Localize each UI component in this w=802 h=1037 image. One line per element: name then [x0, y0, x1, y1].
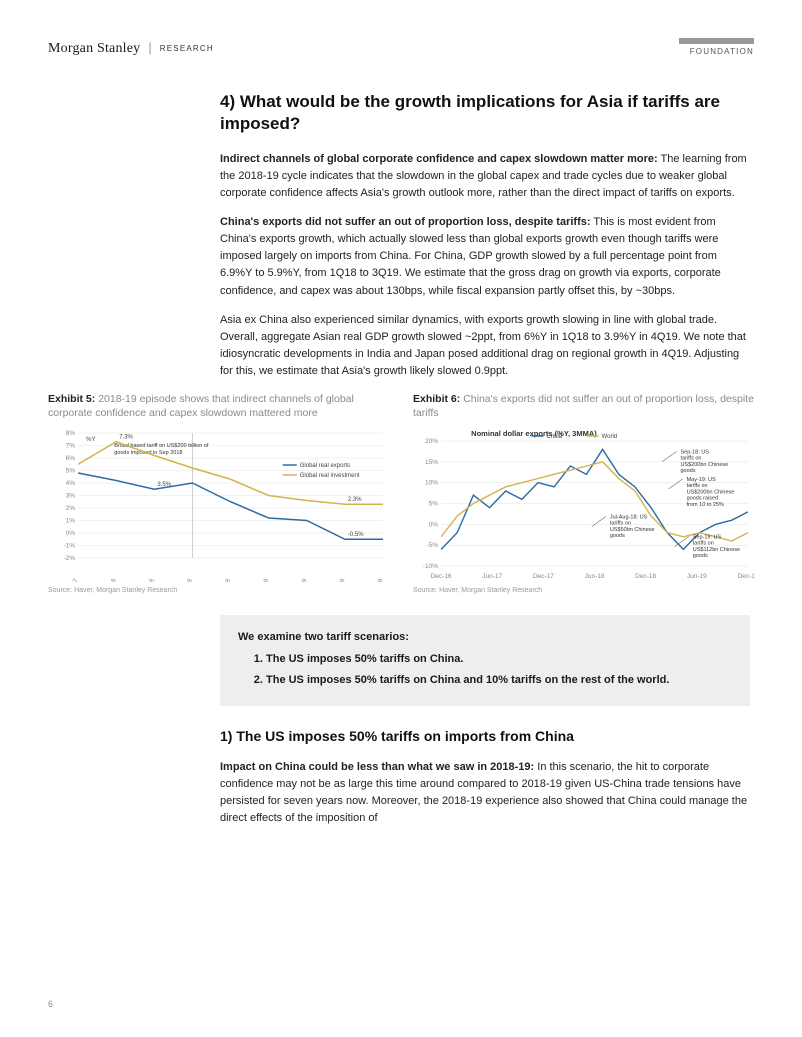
paragraph-4: Impact on China could be less than what … — [220, 759, 750, 827]
exhibit-5-num: Exhibit 5: — [48, 393, 95, 405]
exhibit-6-num: Exhibit 6: — [413, 393, 460, 405]
brand-subtitle: RESEARCH — [160, 43, 214, 55]
svg-text:tariffs on: tariffs on — [680, 456, 701, 462]
exhibit-6-source: Source: Haver, Morgan Stanley Research — [413, 586, 754, 597]
svg-text:1%: 1% — [66, 518, 76, 525]
svg-text:China: China — [546, 434, 562, 440]
svg-text:2.3%: 2.3% — [348, 497, 362, 503]
svg-text:-10%: -10% — [423, 563, 438, 570]
svg-text:Global real investment: Global real investment — [300, 473, 360, 479]
svg-text:US$112bn Chinese: US$112bn Chinese — [693, 547, 740, 553]
svg-text:Global real exports: Global real exports — [300, 463, 350, 469]
svg-text:US$200bn Chinese: US$200bn Chinese — [680, 462, 728, 468]
svg-text:US$50bn Chinese: US$50bn Chinese — [610, 527, 655, 533]
svg-text:Sep/18: Sep/18 — [179, 578, 194, 582]
main-content: 4) What would be the growth implications… — [220, 91, 750, 380]
svg-text:Dec/19: Dec/19 — [370, 578, 385, 582]
svg-text:Jun-19: Jun-19 — [687, 573, 707, 580]
svg-text:4%: 4% — [66, 480, 76, 487]
brand-name: Morgan Stanley — [48, 38, 140, 59]
scenario-lead: We examine two tariff scenarios: — [238, 629, 732, 646]
paragraph-1: Indirect channels of global corporate co… — [220, 151, 750, 202]
svg-text:Dec/17: Dec/17 — [65, 578, 80, 582]
svg-text:tariffs on: tariffs on — [610, 521, 631, 527]
svg-text:6%: 6% — [66, 455, 76, 462]
svg-text:5%: 5% — [429, 501, 439, 508]
svg-text:-0.5%: -0.5% — [348, 532, 364, 538]
svg-text:Sep-19: US: Sep-19: US — [693, 535, 722, 541]
para4-lead: Impact on China could be less than what … — [220, 761, 534, 773]
svg-text:-5%: -5% — [426, 542, 438, 549]
exhibit-6: Exhibit 6: China's exports did not suffe… — [413, 392, 754, 597]
svg-text:May-19: US: May-19: US — [687, 477, 716, 483]
svg-text:3.5%: 3.5% — [157, 482, 171, 488]
svg-text:2%: 2% — [66, 505, 76, 512]
svg-text:Jun/19: Jun/19 — [294, 578, 309, 582]
svg-text:Sep-18: US: Sep-18: US — [680, 450, 709, 456]
svg-text:Jun-18: Jun-18 — [585, 573, 605, 580]
svg-text:goods: goods — [680, 468, 695, 474]
foundation-text: FOUNDATION — [679, 46, 754, 58]
exhibits-row: Exhibit 5: 2018-19 episode shows that in… — [48, 392, 754, 597]
svg-text:7%: 7% — [66, 443, 76, 450]
exhibit-5: Exhibit 5: 2018-19 episode shows that in… — [48, 392, 389, 597]
paragraph-3: Asia ex China also experienced similar d… — [220, 312, 750, 380]
foundation-bar — [679, 38, 754, 44]
svg-text:Jul-Aug-18: US: Jul-Aug-18: US — [610, 515, 648, 521]
svg-text:goods raised: goods raised — [687, 496, 719, 502]
svg-text:Dec/18: Dec/18 — [217, 578, 232, 582]
svg-text:tariffs on: tariffs on — [693, 541, 714, 547]
svg-text:8%: 8% — [66, 430, 76, 437]
svg-text:World: World — [602, 434, 618, 440]
svg-text:%Y: %Y — [86, 437, 95, 443]
paragraph-2: China's exports did not suffer an out of… — [220, 214, 750, 299]
para1-lead: Indirect channels of global corporate co… — [220, 153, 658, 165]
svg-text:from 10 to 25%: from 10 to 25% — [687, 502, 724, 508]
svg-text:Dec-19: Dec-19 — [737, 573, 754, 580]
scenario-item-2: The US imposes 50% tariffs on China and … — [266, 672, 732, 689]
svg-text:Mar/18: Mar/18 — [103, 578, 118, 582]
scenario-list: The US imposes 50% tariffs on China. The… — [266, 651, 732, 688]
page-number: 6 — [48, 998, 53, 1012]
svg-text:Dec-18: Dec-18 — [635, 573, 656, 580]
svg-text:3%: 3% — [66, 493, 76, 500]
svg-text:Sep/19: Sep/19 — [332, 578, 347, 582]
svg-text:0%: 0% — [66, 530, 76, 537]
svg-text:5%: 5% — [66, 468, 76, 475]
svg-text:7.3%: 7.3% — [119, 435, 133, 441]
svg-text:10%: 10% — [425, 480, 438, 487]
lower-content: We examine two tariff scenarios: The US … — [220, 615, 750, 828]
svg-text:Jun-17: Jun-17 — [482, 573, 502, 580]
svg-text:-2%: -2% — [63, 555, 75, 562]
exhibit-5-chart: -2% -1% 0% 1% 2% 3% 4% 5% 6% 7% 8% Dec/17 Mar/18 Jun/… — [48, 427, 389, 582]
exhibit-6-caption: China's exports did not suffer an out of… — [413, 393, 754, 420]
svg-text:Dec-16: Dec-16 — [431, 573, 452, 580]
svg-text:goods: goods — [693, 553, 708, 559]
svg-text:0%: 0% — [429, 521, 439, 528]
para2-lead: China's exports did not suffer an out of… — [220, 216, 591, 228]
svg-text:Jun/18: Jun/18 — [142, 578, 157, 582]
svg-text:Mar/19: Mar/19 — [256, 578, 271, 582]
exhibit-5-source: Source: Haver, Morgan Stanley Research — [48, 586, 389, 597]
exhibit-6-title: Exhibit 6: China's exports did not suffe… — [413, 392, 754, 421]
foundation-block: FOUNDATION — [679, 38, 754, 58]
svg-text:tariffs on: tariffs on — [687, 483, 708, 489]
para2-body: This is most evident from China's export… — [220, 216, 721, 296]
page-header: Morgan Stanley | RESEARCH FOUNDATION — [48, 38, 754, 59]
svg-text:20%: 20% — [425, 438, 438, 445]
svg-text:15%: 15% — [425, 459, 438, 466]
svg-text:-1%: -1% — [63, 543, 75, 550]
exhibit-6-chart: Nominal dollar exports (%Y, 3MMA)-10%-5%… — [413, 427, 754, 582]
scenario-item-1: The US imposes 50% tariffs on China. — [266, 651, 732, 668]
svg-text:US$200bn Chinese: US$200bn Chinese — [687, 490, 735, 496]
brand-block: Morgan Stanley | RESEARCH — [48, 38, 214, 59]
subsection-heading: 1) The US imposes 50% tariffs on imports… — [220, 726, 750, 747]
exhibit-5-title: Exhibit 5: 2018-19 episode shows that in… — [48, 392, 389, 421]
svg-text:Dec-17: Dec-17 — [533, 573, 554, 580]
brand-divider: | — [148, 38, 151, 58]
section-heading: 4) What would be the growth implications… — [220, 91, 750, 135]
scenario-box: We examine two tariff scenarios: The US … — [220, 615, 750, 707]
svg-text:goods: goods — [610, 533, 625, 539]
